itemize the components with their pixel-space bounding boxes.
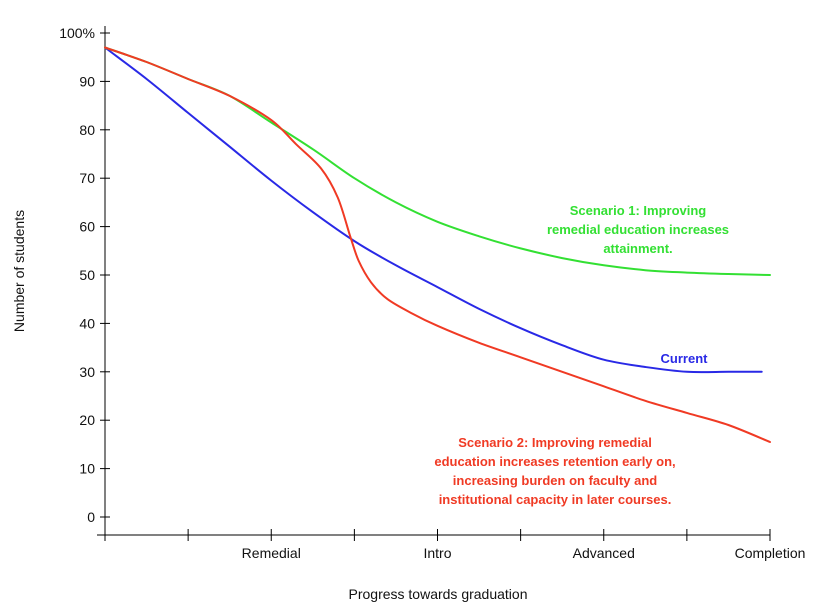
y-ticks: 0 10 20 30 40 50 60 70 80 90 100% [59, 25, 110, 525]
y-tick-label: 90 [79, 73, 95, 89]
annotation-line: education increases retention early on, [434, 454, 675, 469]
annotation-line: attainment. [603, 241, 672, 256]
axes-layer [97, 26, 770, 536]
y-tick-label: 80 [79, 122, 95, 138]
x-tick-label: Intro [423, 545, 451, 561]
y-tick-label: 70 [79, 170, 95, 186]
y-tick-label: 20 [79, 412, 95, 428]
y-axis-label: Number of students [11, 210, 27, 332]
y-tick-label: 10 [79, 461, 95, 477]
y-tick-label: 40 [79, 315, 95, 331]
y-tick-label: 100% [59, 25, 95, 41]
annotation-line: Scenario 2: Improving remedial [458, 435, 652, 450]
x-tick-label: Completion [735, 545, 806, 561]
y-tick-label: 0 [87, 509, 95, 525]
annotation-line: Current [661, 351, 709, 366]
scenario-2-annotation: Scenario 2: Improving remedial education … [434, 435, 675, 507]
annotation-line: Scenario 1: Improving [570, 203, 707, 218]
annotation-line: institutional capacity in later courses. [439, 492, 672, 507]
annotations: Scenario 1: Improving remedial education … [434, 203, 729, 507]
scenario-1-annotation: Scenario 1: Improving remedial education … [547, 203, 729, 256]
x-ticks: Remedial Intro Advanced Completion [104, 529, 806, 561]
y-tick-label: 60 [79, 219, 95, 235]
y-tick-label: 50 [79, 267, 95, 283]
series-layer [104, 46, 771, 443]
current-annotation: Current [661, 351, 709, 366]
scenario-2-line [104, 46, 771, 443]
current-line [104, 46, 763, 374]
y-tick-label: 30 [79, 364, 95, 380]
annotation-line: increasing burden on faculty and [453, 473, 657, 488]
x-tick-label: Remedial [242, 545, 301, 561]
x-tick-label: Advanced [573, 545, 635, 561]
annotation-line: remedial education increases [547, 222, 729, 237]
x-axis-label: Progress towards graduation [349, 586, 528, 602]
